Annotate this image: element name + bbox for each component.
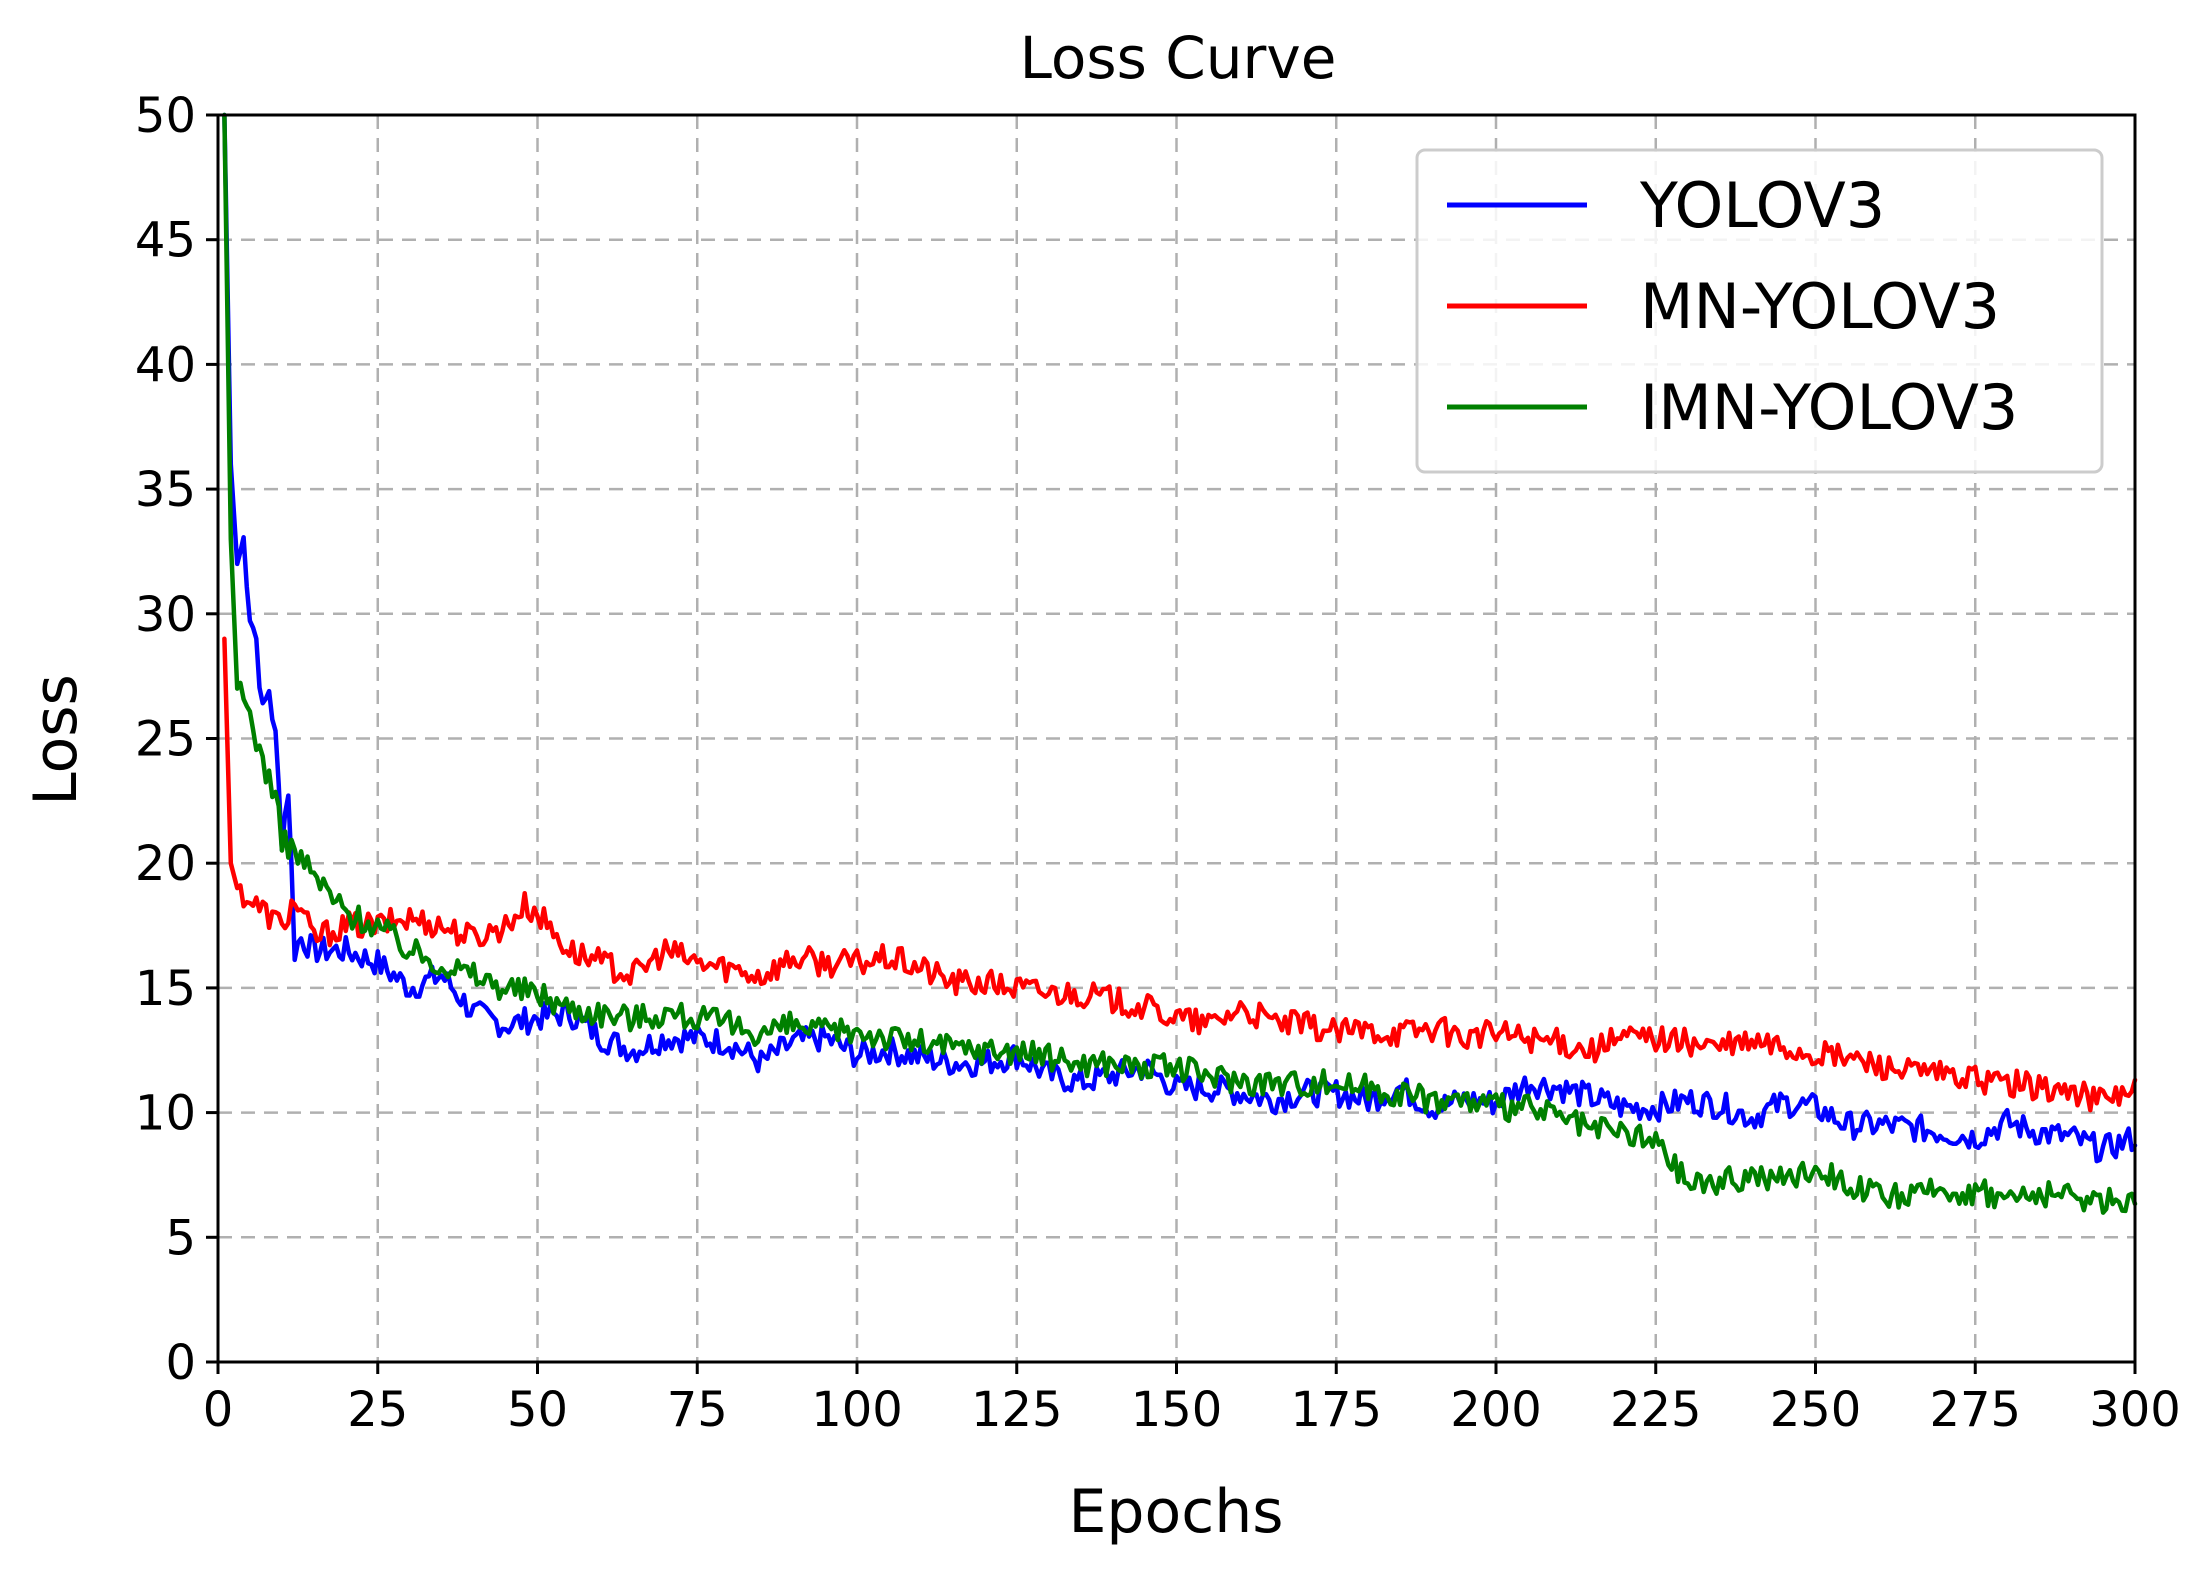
series-lines [222, 112, 2138, 1215]
x-tick-label: 50 [507, 1382, 568, 1438]
x-tick-label: 150 [1131, 1382, 1223, 1438]
y-tick-label: 5 [165, 1210, 196, 1266]
x-tick-label: 125 [971, 1382, 1063, 1438]
y-tick-label: 20 [135, 836, 196, 892]
x-tick-label: 250 [1770, 1382, 1862, 1438]
x-tick-label: 25 [347, 1382, 408, 1438]
legend: YOLOV3 MN-YOLOV3 IMN-YOLOV3 [1415, 148, 2104, 474]
y-tick-label: 45 [135, 213, 196, 269]
y-tick-label: 30 [135, 587, 196, 643]
x-axis-ticks: 0 25 50 75 100 125 150 175 200 225 250 275 300 [203, 1362, 2181, 1438]
x-tick-label: 75 [667, 1382, 728, 1438]
x-tick-label: 275 [1929, 1382, 2021, 1438]
y-tick-label: 15 [135, 961, 196, 1017]
y-tick-label: 40 [135, 337, 196, 393]
y-tick-label: 10 [135, 1086, 196, 1142]
y-tick-label: 25 [135, 712, 196, 768]
x-tick-label: 100 [811, 1382, 903, 1438]
x-tick-label: 225 [1610, 1382, 1702, 1438]
series-line-mn-yolov3 [222, 636, 2138, 1113]
legend-label-mn-yolov3: MN-YOLOV3 [1640, 270, 2000, 343]
y-axis-ticks: 0 5 10 15 20 25 30 35 40 45 50 [135, 88, 218, 1391]
y-tick-label: 0 [165, 1335, 196, 1391]
x-tick-label: 0 [203, 1382, 234, 1438]
x-axis-label: Epochs [1069, 1477, 1284, 1547]
x-tick-label: 175 [1290, 1382, 1382, 1438]
y-tick-label: 50 [135, 88, 196, 144]
y-tick-label: 35 [135, 462, 196, 518]
series-line-yolov3 [222, 112, 2138, 1164]
x-tick-label: 300 [2089, 1382, 2181, 1438]
y-axis-label: Loss [21, 674, 91, 806]
legend-box [1415, 148, 2104, 474]
x-tick-label: 200 [1450, 1382, 1542, 1438]
chart-title: Loss Curve [1020, 24, 1337, 92]
series-line-imn-yolov3 [222, 112, 2138, 1215]
legend-label-imn-yolov3: IMN-YOLOV3 [1640, 371, 2018, 444]
legend-label-yolov3: YOLOV3 [1639, 169, 1885, 242]
